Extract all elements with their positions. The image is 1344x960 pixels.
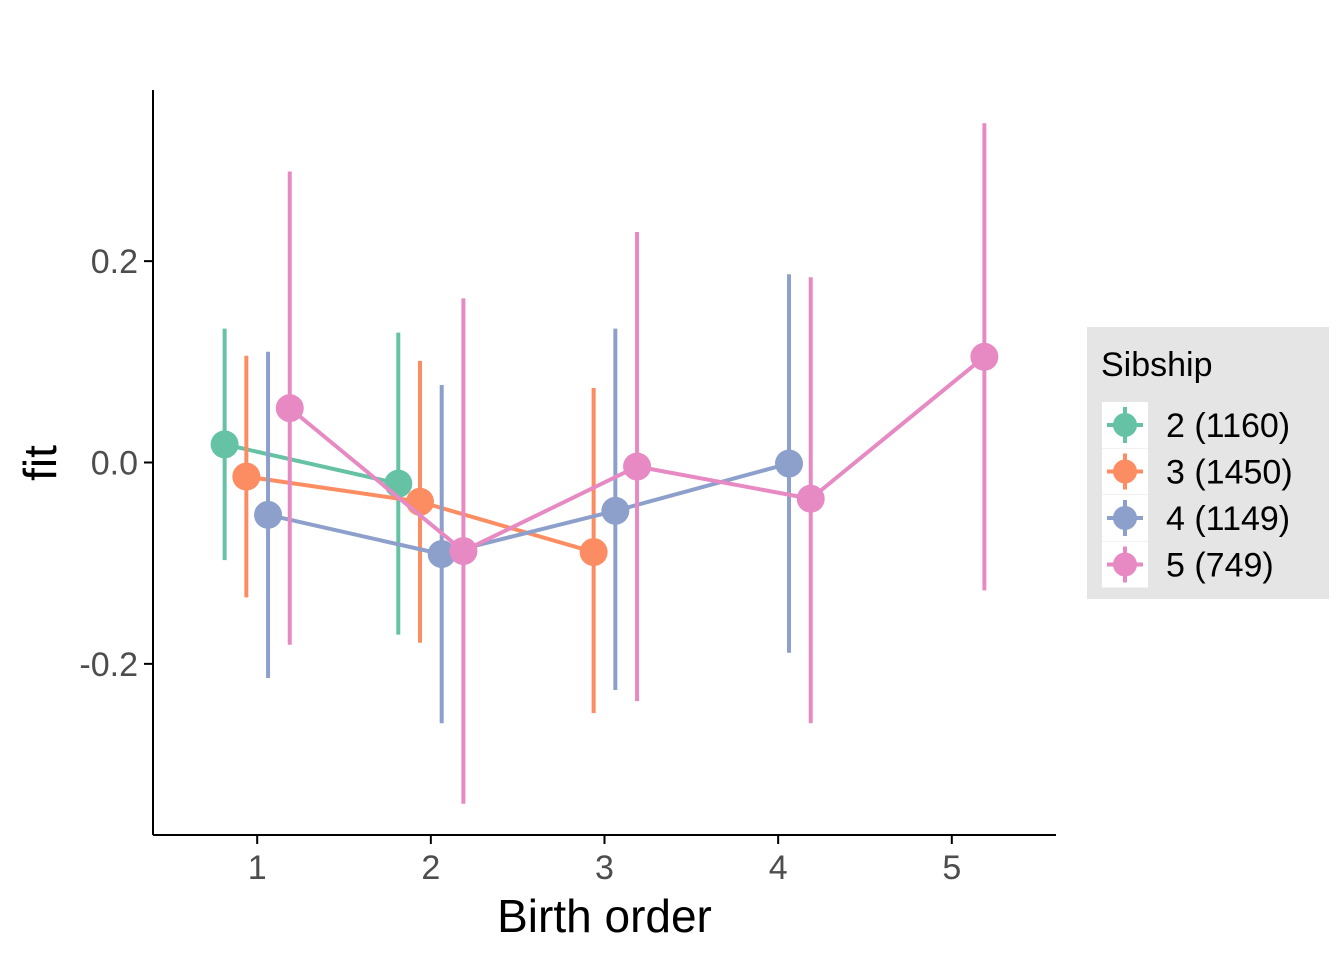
x-tick-label: 2 xyxy=(421,849,440,887)
legend-label: 3 (1450) xyxy=(1166,454,1293,492)
legend: Sibship 2 (1160) 3 (1450) 4 (1149) 5 (749) xyxy=(1087,327,1329,599)
data-point xyxy=(384,469,413,498)
x-tick-label: 5 xyxy=(942,849,961,887)
legend-items: 2 (1160) 3 (1450) 4 (1149) 5 (749) xyxy=(1102,402,1293,588)
legend-item: 4 (1149) xyxy=(1102,495,1290,541)
x-ticks: 1 2 3 4 5 xyxy=(248,835,961,887)
data-point xyxy=(275,394,304,423)
series-line xyxy=(224,442,399,486)
y-tick-label: 0.0 xyxy=(91,445,138,483)
x-axis-title: Birth order xyxy=(497,890,712,942)
x-tick-label: 4 xyxy=(769,849,788,887)
legend-key-point xyxy=(1113,413,1137,437)
y-tick-label: -0.2 xyxy=(79,646,138,684)
data-point xyxy=(623,452,652,481)
data-point xyxy=(970,342,999,371)
legend-label: 5 (749) xyxy=(1166,547,1274,585)
data-point xyxy=(601,496,630,525)
data-point xyxy=(775,449,804,478)
y-tick-label: 0.2 xyxy=(91,243,138,281)
legend-item: 5 (749) xyxy=(1102,541,1274,588)
data-point xyxy=(254,500,283,529)
series-3 xyxy=(254,274,804,724)
legend-key-point xyxy=(1113,552,1137,577)
series-4 xyxy=(275,123,999,804)
data-point xyxy=(796,484,825,513)
x-tick-label: 1 xyxy=(248,849,267,887)
data-point xyxy=(427,540,456,569)
legend-item: 2 (1160) xyxy=(1102,402,1290,448)
legend-key-point xyxy=(1113,506,1137,530)
data-point xyxy=(232,462,261,491)
series-line xyxy=(267,461,790,557)
legend-label: 2 (1160) xyxy=(1166,407,1290,445)
data-point xyxy=(405,487,434,516)
data-point xyxy=(210,430,239,459)
series-1 xyxy=(210,328,413,635)
legend-label: 4 (1149) xyxy=(1166,500,1290,538)
x-tick-label: 3 xyxy=(595,849,614,887)
legend-title: Sibship xyxy=(1101,346,1213,384)
y-ticks: -0.2 0.0 0.2 xyxy=(79,243,153,684)
plot-area xyxy=(210,123,999,804)
data-point xyxy=(579,538,608,567)
y-axis-title: fit xyxy=(14,445,66,481)
series-2 xyxy=(232,355,608,714)
legend-item: 3 (1450) xyxy=(1102,448,1293,495)
data-point xyxy=(449,537,478,566)
legend-key-point xyxy=(1113,459,1137,484)
